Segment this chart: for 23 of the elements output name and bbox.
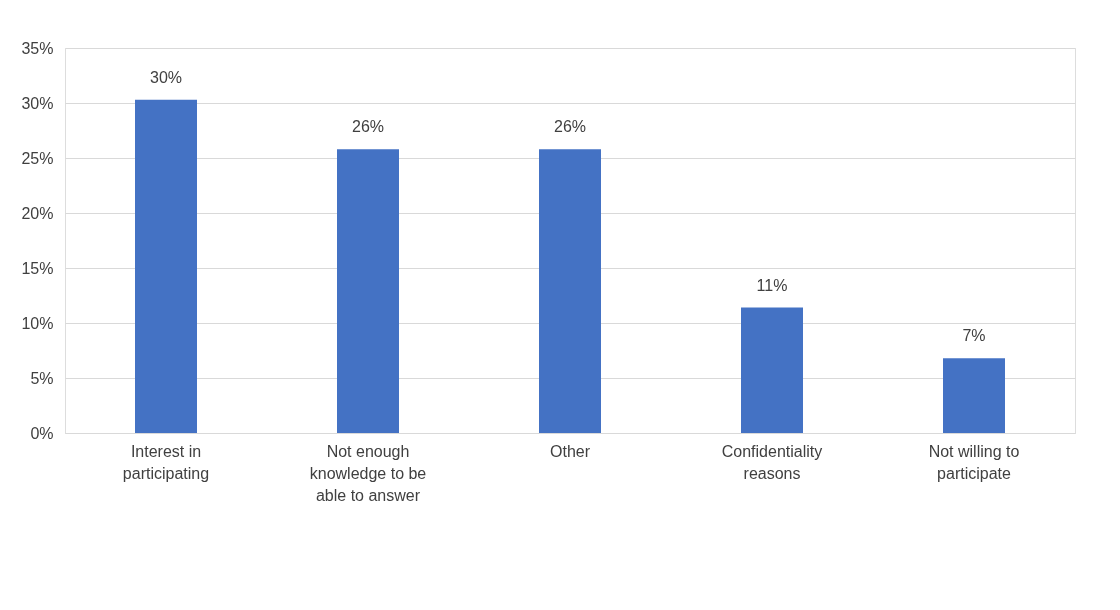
y-tick-label: 15% — [21, 259, 54, 277]
y-tick-label: 30% — [21, 94, 54, 112]
data-label: 11% — [756, 276, 788, 294]
y-tick-label: 35% — [21, 39, 54, 57]
x-tick-label: Not willing to participate — [928, 442, 1020, 482]
y-tick-label: 5% — [30, 369, 54, 387]
data-label: 7% — [962, 327, 986, 345]
x-tick-label: Not enough knowledge to be able to answer — [309, 442, 427, 504]
bar — [337, 149, 399, 433]
x-tick-label: Other — [549, 442, 591, 460]
data-label: 30% — [149, 68, 183, 86]
y-tick-label: 20% — [21, 204, 54, 222]
y-tick-label: 0% — [30, 424, 54, 442]
data-label: 26% — [553, 118, 587, 136]
bar — [135, 99, 197, 433]
y-tick-label: 25% — [21, 149, 54, 167]
bar — [943, 358, 1005, 433]
bar — [539, 149, 601, 433]
x-tick-label: Confidentiality reasons — [721, 442, 823, 482]
x-tick-label: Interest in participating — [122, 442, 210, 482]
data-label: 26% — [351, 118, 385, 136]
y-tick-label: 10% — [21, 314, 54, 332]
bar — [741, 307, 803, 433]
